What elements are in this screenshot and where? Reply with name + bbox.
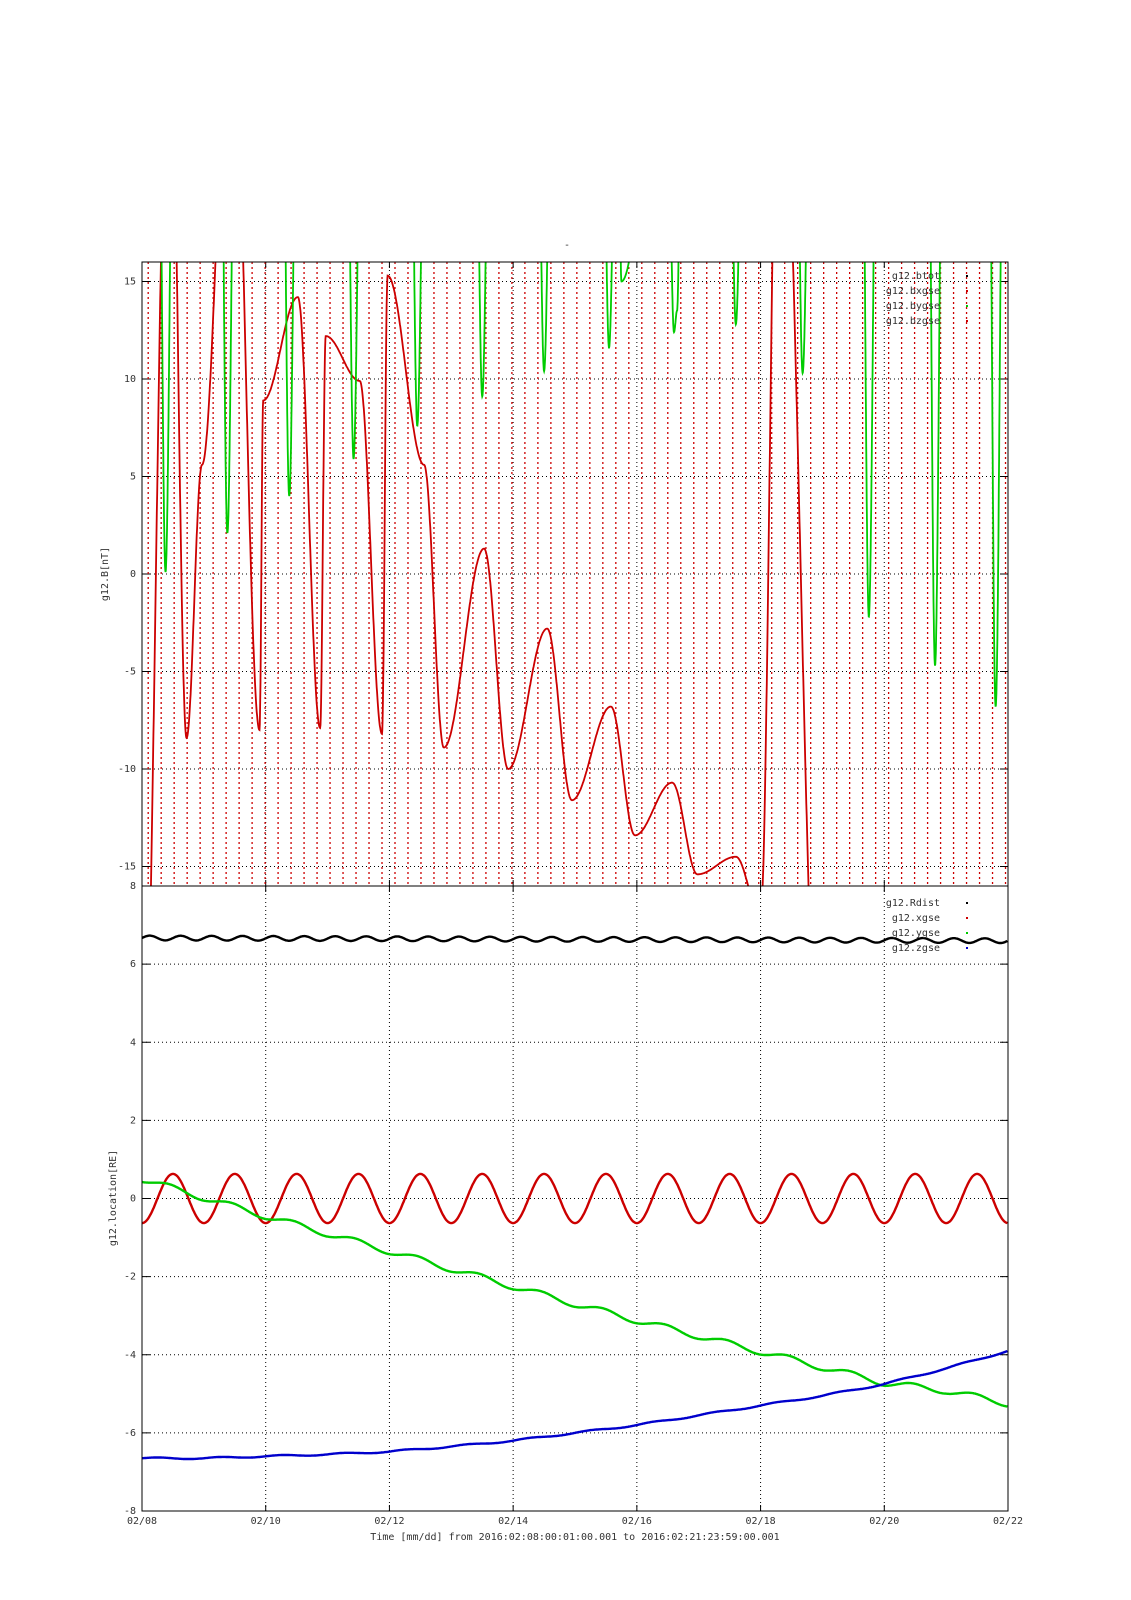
- series-g12-rdist: [142, 934, 1008, 945]
- x-axis-label: Time [mm/dd] from 2016:02:08:00:01:00.00…: [370, 1532, 779, 1543]
- x-tick-label: 02/12: [374, 1516, 404, 1527]
- legend-label: g12.bxgse: [886, 286, 940, 297]
- y-tick-label: -10: [118, 764, 136, 775]
- panel2-series: [142, 934, 1008, 1461]
- y-tick-label: -15: [118, 862, 136, 873]
- panel2-frame: [141, 885, 1009, 1512]
- series-g12-bxgse: [150, 262, 810, 886]
- legend-label: g12.ygse: [892, 928, 940, 939]
- legend-marker: [966, 320, 968, 322]
- y-tick-label: 5: [130, 472, 136, 483]
- legend-marker: [966, 902, 968, 904]
- legend-label: g12.bygse: [886, 301, 940, 312]
- series-g12-ygse: [142, 1180, 1008, 1408]
- panel2-grid: [141, 885, 1009, 1512]
- series-g12-zgse: [142, 1349, 1008, 1461]
- x-axis-ticks: 02/08 02/10 02/12 02/14 02/16 02/18 02/20 02/22: [127, 1516, 1023, 1527]
- legend-marker: [966, 275, 968, 277]
- series-g12-xgse: [142, 1172, 1008, 1225]
- y-tick-label: 8: [130, 881, 136, 892]
- y-tick-label: -5: [124, 667, 136, 678]
- panel2-y-ticks: -8 -6 -4 -2 0 2 4 6 8: [124, 881, 136, 1517]
- x-tick-label: 02/16: [622, 1516, 652, 1527]
- y-tick-label: 10: [124, 374, 136, 385]
- panel1-legend: g12.btot g12.bxgse g12.bygse g12.bzgse: [886, 271, 968, 327]
- panel1-series: [147, 262, 1007, 886]
- y-tick-label: 0: [130, 1194, 136, 1205]
- panel1-grid: [141, 262, 1009, 886]
- x-tick-label: 02/18: [746, 1516, 776, 1527]
- x-tick-label: 02/22: [993, 1516, 1023, 1527]
- panel1-y-ticks: -15 -10 -5 0 5 10 15: [118, 277, 136, 873]
- x-tick-label: 02/20: [869, 1516, 899, 1527]
- legend-label: g12.btot: [892, 271, 940, 282]
- legend-label: g12.bzgse: [886, 316, 940, 327]
- legend-label: g12.Rdist: [886, 898, 940, 909]
- y-tick-label: 6: [130, 959, 136, 970]
- chart-title: -: [564, 240, 570, 251]
- panel1-y-axis-label: g12.B[nT]: [100, 547, 111, 601]
- panel-location: -8 -6 -4 -2 0 2 4 6 8 g12.location[RE] g12.Rdist…: [108, 881, 1009, 1517]
- legend-marker: [966, 932, 968, 934]
- y-tick-label: -6: [124, 1428, 136, 1439]
- legend-marker: [966, 305, 968, 307]
- series-g12-bygse: [160, 262, 1002, 707]
- legend-marker: [966, 917, 968, 919]
- y-tick-label: 4: [130, 1037, 136, 1048]
- legend-label: g12.zgse: [892, 943, 940, 954]
- legend-marker: [966, 290, 968, 292]
- x-tick-label: 02/10: [251, 1516, 281, 1527]
- panel2-y-axis-label: g12.location[RE]: [108, 1150, 119, 1246]
- legend-label: g12.xgse: [892, 913, 940, 924]
- y-tick-label: 2: [130, 1115, 136, 1126]
- legend-marker: [966, 947, 968, 949]
- x-tick-label: 02/08: [127, 1516, 157, 1527]
- panel2-legend: g12.Rdist g12.xgse g12.ygse g12.zgse: [886, 898, 968, 954]
- y-tick-label: 0: [130, 569, 136, 580]
- y-tick-label: -4: [124, 1350, 136, 1361]
- y-tick-label: -8: [124, 1506, 136, 1517]
- panel-magnetic-field: -15 -10 -5 0 5 10 15 g12.B[nT] g12.btot g12.bxg…: [100, 261, 1009, 887]
- y-tick-label: -2: [124, 1272, 136, 1283]
- x-tick-label: 02/14: [498, 1516, 528, 1527]
- y-tick-label: 15: [124, 277, 136, 288]
